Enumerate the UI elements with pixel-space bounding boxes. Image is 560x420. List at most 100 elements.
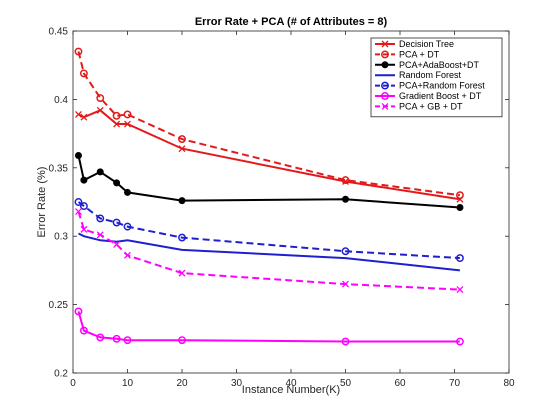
y-tick-label: 0.25 (49, 300, 69, 311)
data-point (96, 106, 104, 114)
legend-entry: PCA + DT (375, 49, 440, 59)
data-point (456, 286, 464, 294)
series-line (78, 109, 461, 201)
data-point (74, 307, 83, 316)
legend-label: Decision Tree (399, 39, 454, 49)
legend-label: PCA+Random Forest (399, 81, 485, 91)
data-point (96, 168, 104, 176)
legend-label: PCA + GB + DT (399, 101, 463, 111)
data-point (74, 198, 83, 206)
legend-marker (381, 50, 389, 59)
legend-entry: PCA+Random Forest (375, 81, 485, 91)
legend-marker (381, 92, 389, 100)
data-point (79, 69, 88, 78)
data-point (124, 120, 131, 128)
data-point (96, 333, 105, 342)
series-line (77, 211, 460, 291)
legend-box (370, 37, 503, 118)
data-point (123, 110, 132, 119)
data-point (80, 176, 88, 184)
data-point (123, 336, 132, 345)
legend-marker (381, 61, 389, 69)
data-point (79, 326, 88, 335)
x-axis-ticks: 0 10 20 30 40 50 60 70 80 (70, 31, 515, 389)
data-point (96, 231, 104, 239)
data-point (112, 218, 121, 227)
legend-label: PCA + DT (399, 49, 440, 59)
series-7 (74, 208, 464, 294)
legend-entry: Random Forest (375, 70, 462, 80)
data-point (96, 214, 105, 223)
data-point (74, 47, 83, 56)
x-tick-label: 0 (70, 378, 76, 389)
series-4 (78, 232, 461, 272)
y-tick-label: 0.35 (49, 163, 69, 174)
legend-entry: PCA+AdaBoost+DT (375, 60, 480, 70)
series-line (77, 201, 460, 260)
data-point (178, 145, 186, 153)
data-point (79, 202, 88, 211)
x-tick-label: 70 (449, 378, 461, 389)
data-point (124, 251, 131, 259)
data-point (178, 197, 186, 205)
data-point (74, 208, 82, 216)
data-point (342, 280, 349, 288)
x-tick-label: 50 (340, 378, 352, 389)
chart-title: Error Rate + PCA (# of Attributes = 8) (195, 16, 388, 28)
data-point (456, 254, 464, 263)
legend-entry: Gradient Boost + DT (375, 91, 482, 101)
series-layer (74, 47, 464, 346)
x-axis-label: Instance Number(K) (242, 384, 340, 396)
legend-entry: Decision Tree (375, 39, 454, 49)
data-point (113, 240, 121, 248)
data-point (456, 191, 464, 200)
y-axis-label: Error Rate (%) (36, 167, 48, 238)
data-point (74, 110, 82, 118)
data-point (178, 269, 186, 277)
data-point (456, 337, 464, 346)
legend-marker (381, 40, 389, 48)
x-tick-label: 40 (285, 378, 297, 389)
data-point (124, 188, 131, 196)
data-point (456, 203, 464, 211)
series-3 (74, 151, 464, 211)
x-tick-label: 60 (394, 378, 406, 389)
data-point (341, 176, 350, 185)
series-line (77, 51, 461, 197)
data-point (113, 120, 121, 128)
legend-marker (381, 102, 389, 110)
series-line (78, 232, 461, 272)
data-point (96, 94, 105, 102)
data-point (178, 336, 186, 345)
y-tick-label: 0.45 (49, 27, 69, 38)
series-6 (74, 307, 464, 346)
data-point (74, 151, 82, 159)
legend-label: Random Forest (399, 70, 462, 80)
data-point (112, 111, 121, 120)
data-point (112, 334, 121, 343)
x-tick-label: 80 (503, 378, 515, 389)
y-tick-label: 0.3 (54, 232, 68, 243)
data-point (113, 179, 121, 187)
y-tick-label: 0.4 (54, 95, 68, 106)
data-point (178, 135, 186, 144)
y-axis-ticks: 0.2 0.25 0.3 0.35 0.4 0.45 (49, 27, 509, 380)
x-tick-label: 30 (231, 378, 243, 389)
x-tick-label: 10 (122, 378, 134, 389)
x-tick-label: 20 (176, 378, 188, 389)
series-5 (74, 198, 464, 263)
legend-label: Gradient Boost + DT (399, 91, 482, 101)
data-point (80, 225, 88, 233)
data-point (178, 233, 186, 242)
legend-label: PCA+AdaBoost+DT (399, 60, 480, 70)
y-tick-label: 0.2 (54, 369, 68, 380)
data-point (341, 247, 350, 256)
data-point (341, 337, 350, 346)
series-2 (74, 47, 464, 200)
data-point (123, 222, 132, 231)
legend-marker (381, 81, 389, 90)
data-point (80, 113, 88, 121)
data-point (342, 195, 349, 203)
